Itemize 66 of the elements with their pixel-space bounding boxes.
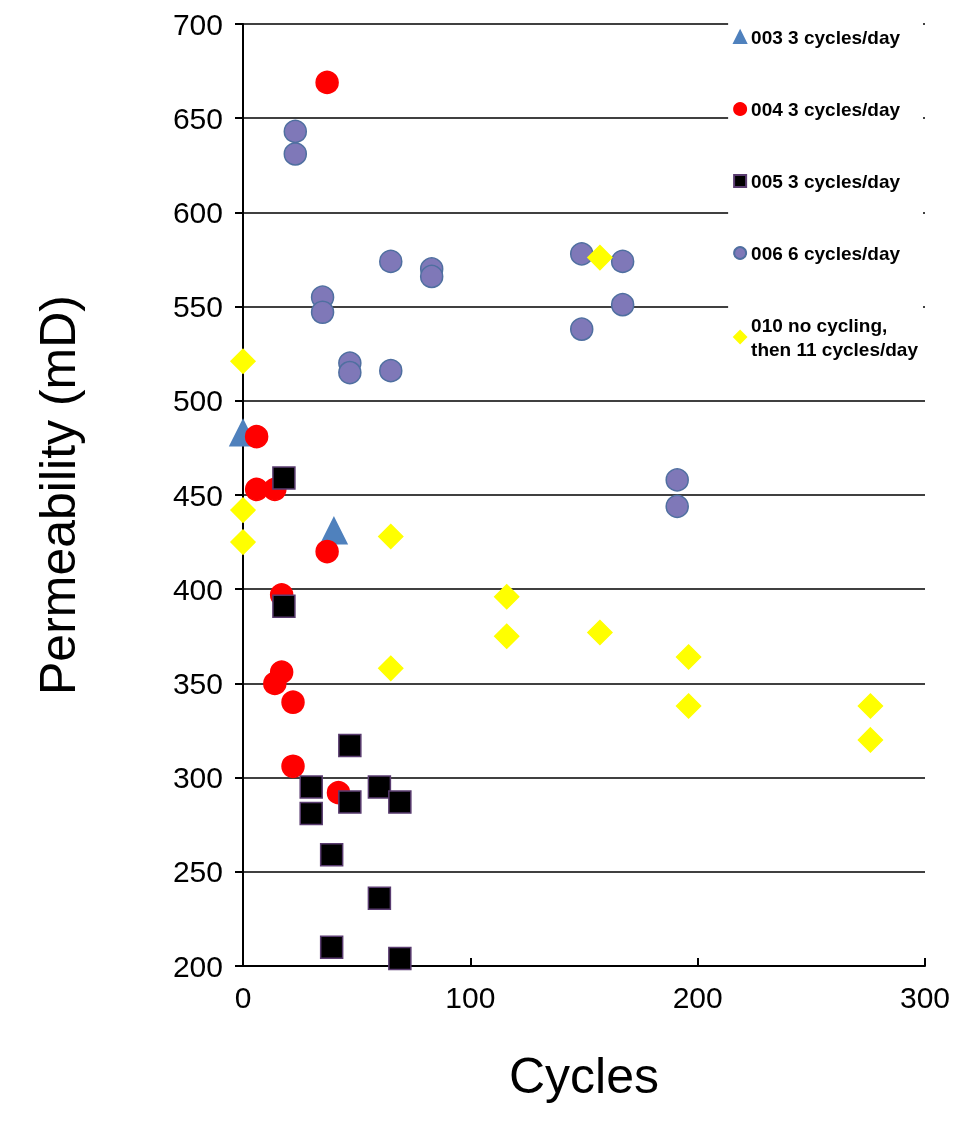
point [587,619,613,646]
x-tick-label: 100 [445,980,496,1014]
point [283,119,308,144]
y-tick-label: 600 [172,195,223,229]
point [493,623,520,650]
point [675,693,702,719]
point [319,843,344,867]
point [338,733,362,758]
point [610,249,635,274]
x-tick-label: 200 [672,980,723,1014]
point [367,886,392,910]
point [319,935,344,959]
point [857,727,884,753]
point [857,693,884,719]
point [419,264,444,289]
point [665,494,689,519]
point [665,468,689,492]
point [230,497,256,523]
point [230,348,256,374]
point [388,946,412,971]
x-tick-label: 0 [234,980,252,1014]
point [367,775,392,799]
point [388,790,412,814]
point [570,242,594,266]
point [379,358,403,383]
point [675,644,702,670]
point [378,523,404,550]
legend-label: 003 3 cycles/day [751,26,901,48]
x-axis-title: Cycles [508,1048,660,1104]
point [263,671,287,696]
point [570,317,594,341]
legend-label: 006 6 cycles/day [751,242,901,264]
y-tick-label: 300 [172,761,223,795]
y-tick-label: 350 [172,666,223,700]
point [272,466,296,490]
y-tick-label: 500 [172,384,223,418]
legend-label: 004 3 cycles/day [751,98,901,120]
y-axis-title: Permeability (mD) [30,294,86,696]
point [283,142,308,166]
point [244,424,269,449]
point [610,292,635,317]
point [281,690,305,714]
point [378,655,404,682]
point [587,244,613,271]
point [230,529,256,555]
point [493,583,520,610]
point [272,594,296,618]
point [315,70,339,95]
y-tick-label: 650 [172,101,223,135]
point [315,539,339,564]
y-tick-label: 450 [172,478,223,512]
point [299,775,323,799]
legend-label: 010 no cycling, then 11 cycles/day [751,314,919,360]
point [281,754,305,779]
point [299,801,323,826]
y-tick-label: 700 [172,7,223,41]
point [338,360,362,385]
y-tick-label: 400 [172,572,223,606]
point [310,300,335,324]
legend-label: 005 3 cycles/day [751,170,901,192]
y-tick-label: 550 [172,290,223,324]
point [379,249,403,274]
point [338,790,362,814]
y-tick-label: 250 [172,855,223,889]
x-tick-label: 300 [899,980,951,1014]
y-tick-label: 200 [172,949,223,983]
